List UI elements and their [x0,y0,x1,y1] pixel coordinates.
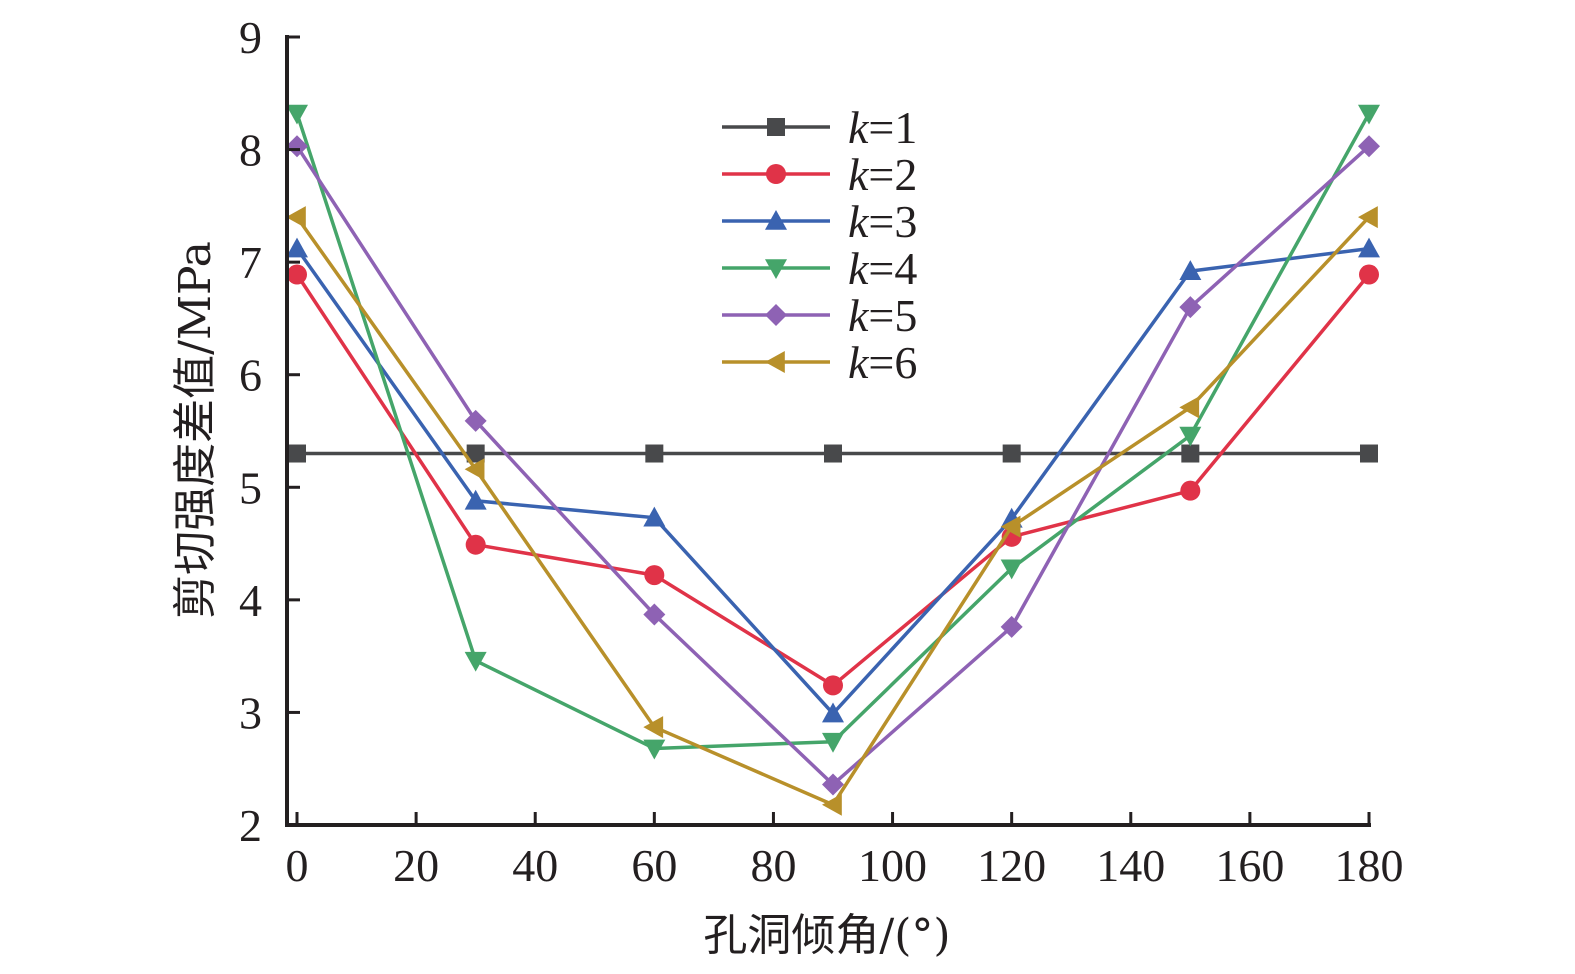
series-k-1 [288,444,1378,463]
data-point [464,458,485,481]
x-tick-label: 20 [393,840,439,891]
legend-marker [765,304,787,326]
data-point [286,135,308,158]
y-tick-label: 8 [239,125,262,176]
legend-item: k=3 [722,196,917,247]
legend-item: k=1 [722,102,917,153]
legend-label: k=3 [848,196,917,247]
x-tick-label: 0 [286,840,309,891]
series-k-5 [286,135,1380,796]
data-point [822,732,844,753]
legend-item: k=4 [722,243,917,294]
data-point [823,675,843,696]
series-k-4 [286,104,1380,760]
legend-marker [767,118,785,136]
y-axis-title: 剪切强度差值/MPa [170,241,221,619]
y-ticks: 2 3 4 5 6 7 8 9 [239,12,300,851]
legend-label: k=6 [848,337,917,388]
legend-marker [765,259,787,279]
data-point [287,264,307,285]
y-tick-label: 3 [239,687,262,738]
data-point [1000,559,1023,580]
legend-marker [765,210,787,230]
legend-label: k=2 [848,149,917,200]
data-point [286,206,306,229]
x-tick-label: 60 [631,840,677,891]
y-tick-label: 7 [239,237,262,288]
data-point [1000,615,1023,638]
data-point [286,104,308,125]
y-tick-label: 2 [239,800,262,851]
x-tick-label: 160 [1215,840,1284,891]
data-point [824,444,842,463]
legend-item: k=2 [722,149,917,200]
series-k-3 [286,237,1380,723]
y-tick-label: 4 [239,575,262,626]
legend: k=1k=2k=3k=4k=5k=6 [722,102,917,388]
legend-label: k=5 [848,290,917,341]
data-point [643,739,666,760]
x-tick-label: 80 [750,840,796,891]
x-tick-label: 120 [977,840,1046,891]
y-tick-label: 9 [239,12,262,63]
series-line [295,273,1371,688]
legend-marker [766,164,786,184]
data-point [1358,206,1378,229]
data-point [1181,444,1200,463]
data-point [1002,444,1021,463]
legend-marker [765,351,785,373]
data-point [1179,396,1200,419]
data-point [643,603,666,626]
data-point [645,444,664,463]
plot-area [286,104,1380,816]
series-k-2 [287,264,1379,696]
x-ticks: 0 20 40 60 80 100 120 140 160 180 [286,812,1404,891]
data-point [643,716,664,739]
data-point [286,237,308,258]
data-point [643,506,666,527]
data-point [1359,264,1379,285]
series-k-6 [286,206,1378,816]
data-point [464,651,487,672]
legend-item: k=5 [722,290,917,341]
data-point [822,773,844,796]
data-point [1358,237,1380,258]
x-axis-title: 孔洞倾角/(°) [703,910,950,961]
legend-label: k=1 [848,102,917,153]
data-point [1360,444,1378,463]
data-point [1180,480,1201,501]
series-line [295,246,1370,716]
data-point [1179,296,1202,319]
legend-item: k=6 [722,337,917,388]
x-tick-label: 40 [512,840,558,891]
axes [285,35,1371,827]
data-point [466,444,485,463]
data-point [288,444,306,463]
x-tick-label: 100 [858,840,927,891]
y-tick-label: 6 [239,350,262,401]
data-point [464,409,487,432]
data-point [1179,260,1202,280]
data-point [1358,104,1380,125]
x-tick-label: 180 [1335,840,1404,891]
data-point [465,534,486,555]
data-point [1000,515,1021,538]
data-point [1358,135,1380,158]
x-tick-label: 140 [1096,840,1165,891]
data-point [464,489,487,510]
data-point [822,702,844,723]
legend-label: k=4 [848,243,917,294]
y-tick-label: 5 [239,462,262,513]
data-point [822,793,842,816]
series-line [295,112,1371,751]
data-point [1179,426,1202,447]
data-point [644,565,665,586]
